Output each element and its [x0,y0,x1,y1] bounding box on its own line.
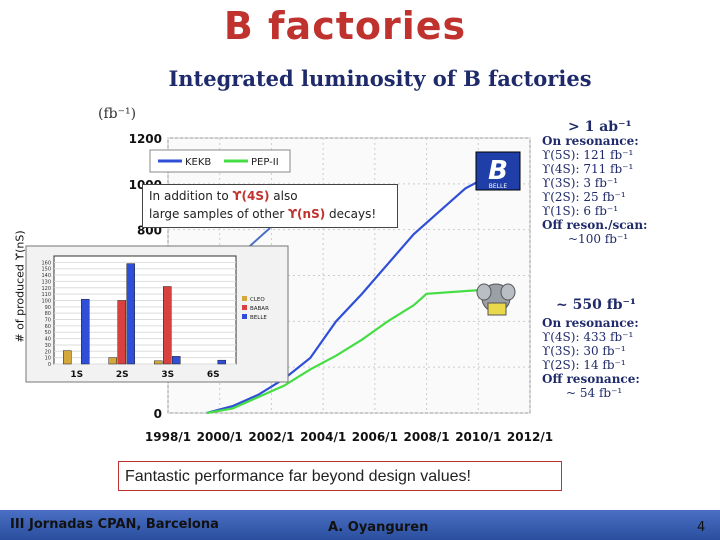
y-tick-label: 1200 [129,132,162,146]
babar-logo [476,283,516,316]
belle-on-resonance: On resonance: [542,134,639,148]
inset-y-tick: 160 [41,260,51,266]
inset-legend-swatch [242,296,247,301]
belle-line: ϒ(3S): 3 fb⁻¹ [542,176,619,190]
series-line-pep-ii [206,288,492,415]
inset-y-tick: 110 [41,292,51,298]
belle-line: ϒ(5S): 121 fb⁻¹ [542,148,634,162]
inset-y-tick: 130 [41,279,51,285]
inset-legend-label: BABAR [250,306,269,312]
callout-box: In addition to ϒ(4S) also large samples … [142,184,398,228]
inset-bar-babar-2s [117,300,126,365]
inset-bar-belle-1s [81,298,90,365]
footer-author: A. Oyanguren [328,520,429,535]
belle-summary: > 1 ab⁻¹ On resonance: ϒ(5S): 121 fb⁻¹ ϒ… [542,120,712,246]
inset-y-tick: 100 [41,298,51,304]
x-tick-label: 1998/1 [145,430,191,444]
belle-line: ϒ(2S): 25 fb⁻¹ [542,190,626,204]
x-tick-label: 2000/1 [197,430,243,444]
svg-text:B: B [488,156,508,186]
inset-y-tick: 40 [45,337,51,343]
inset-bar-babar-3s [163,286,172,365]
series-line-kekb [206,173,492,415]
x-tick-label: 2008/1 [404,430,450,444]
inset-bar-belle-3s [172,356,181,365]
inset-legend-label: CLEO [250,297,265,303]
babar-off-resonance: Off resonance: [542,372,640,386]
chart-title: Integrated luminosity of B factories [168,66,592,91]
inset-y-tick: 10 [45,356,51,362]
footer-bar [0,510,720,540]
inset-legend-swatch [242,305,247,310]
inset-y-tick: 150 [41,267,51,273]
inset-plot: 0102030405060708090100110120130140150160… [25,245,289,383]
inset-x-tick: 6S [207,370,220,380]
callout-text: also [269,189,298,203]
x-tick-label: 2012/1 [507,430,553,444]
callout-text: decays! [325,207,377,221]
inset-legend-swatch [242,314,247,319]
inset-y-tick: 80 [45,311,51,317]
callout-ups-ns: ϒ(nS) [288,207,326,221]
callout-line-1: In addition to ϒ(4S) also [149,187,391,205]
belle-line: ϒ(4S): 711 fb⁻¹ [542,162,634,176]
inset-bar-belle-2s [126,263,135,365]
callout-line-2: large samples of other ϒ(nS) decays! [149,205,391,223]
babar-summary: ~ 550 fb⁻¹ On resonance: ϒ(4S): 433 fb⁻¹… [542,298,712,400]
legend-label: PEP-II [251,157,279,168]
babar-line: ϒ(4S): 433 fb⁻¹ [542,330,634,344]
callout-ups-4s: ϒ(4S) [232,189,270,203]
inset-y-tick: 120 [41,286,51,292]
inset-y-tick: 70 [45,318,51,324]
inset-y-tick: 30 [45,343,51,349]
inset-y-label: # of produced ϒ(nS) [13,230,27,343]
inset-y-tick: 50 [45,330,51,336]
page-number: 4 [697,520,706,535]
inset-y-tick: 20 [45,349,51,355]
inset-x-tick: 3S [161,370,174,380]
babar-off-value: ~ 54 fb⁻¹ [566,386,623,400]
belle-off-resonance: Off reson./scan: [542,218,648,232]
inset-bar-cleo-1s [63,350,72,365]
belle-total: > 1 ab⁻¹ [568,119,632,135]
legend: KEKB PEP-II [149,149,291,173]
callout-text: In addition to [149,189,233,203]
babar-on-resonance: On resonance: [542,316,639,330]
x-tick-label: 2006/1 [352,430,398,444]
slide-title: B factories [223,4,467,48]
inset-y-tick: 60 [45,324,51,330]
y-unit-label: (fb⁻¹) [98,106,137,122]
inset-bar-cleo-2s [108,357,117,365]
babar-line: ϒ(2S): 14 fb⁻¹ [542,358,626,372]
x-tick-label: 2002/1 [248,430,294,444]
belle-logo-text: BELLE [489,183,508,190]
x-tick-label: 2004/1 [300,430,346,444]
inset-x-tick: 2S [116,370,129,380]
inset-bar-cleo-3s [154,360,163,365]
inset-y-tick: 140 [41,273,51,279]
inset-y-tick: 0 [48,362,51,368]
belle-line: ϒ(1S): 6 fb⁻¹ [542,204,619,218]
legend-label: KEKB [185,157,211,168]
x-tick-label: 2010/1 [455,430,501,444]
performance-banner: Fantastic performance far beyond design … [118,461,562,491]
inset-legend-label: BELLE [250,315,267,321]
footer-conference: III Jornadas CPAN, Barcelona [10,517,219,532]
inset-y-tick: 90 [45,305,51,311]
babar-total: ~ 550 fb⁻¹ [556,297,637,313]
belle-off-value: ~100 fb⁻¹ [568,232,629,246]
y-tick-label: 0 [154,407,162,421]
callout-text: large samples of other [149,207,289,221]
inset-x-tick: 1S [70,370,83,380]
babar-line: ϒ(3S): 30 fb⁻¹ [542,344,626,358]
inset-bar-belle-6s [217,359,226,365]
